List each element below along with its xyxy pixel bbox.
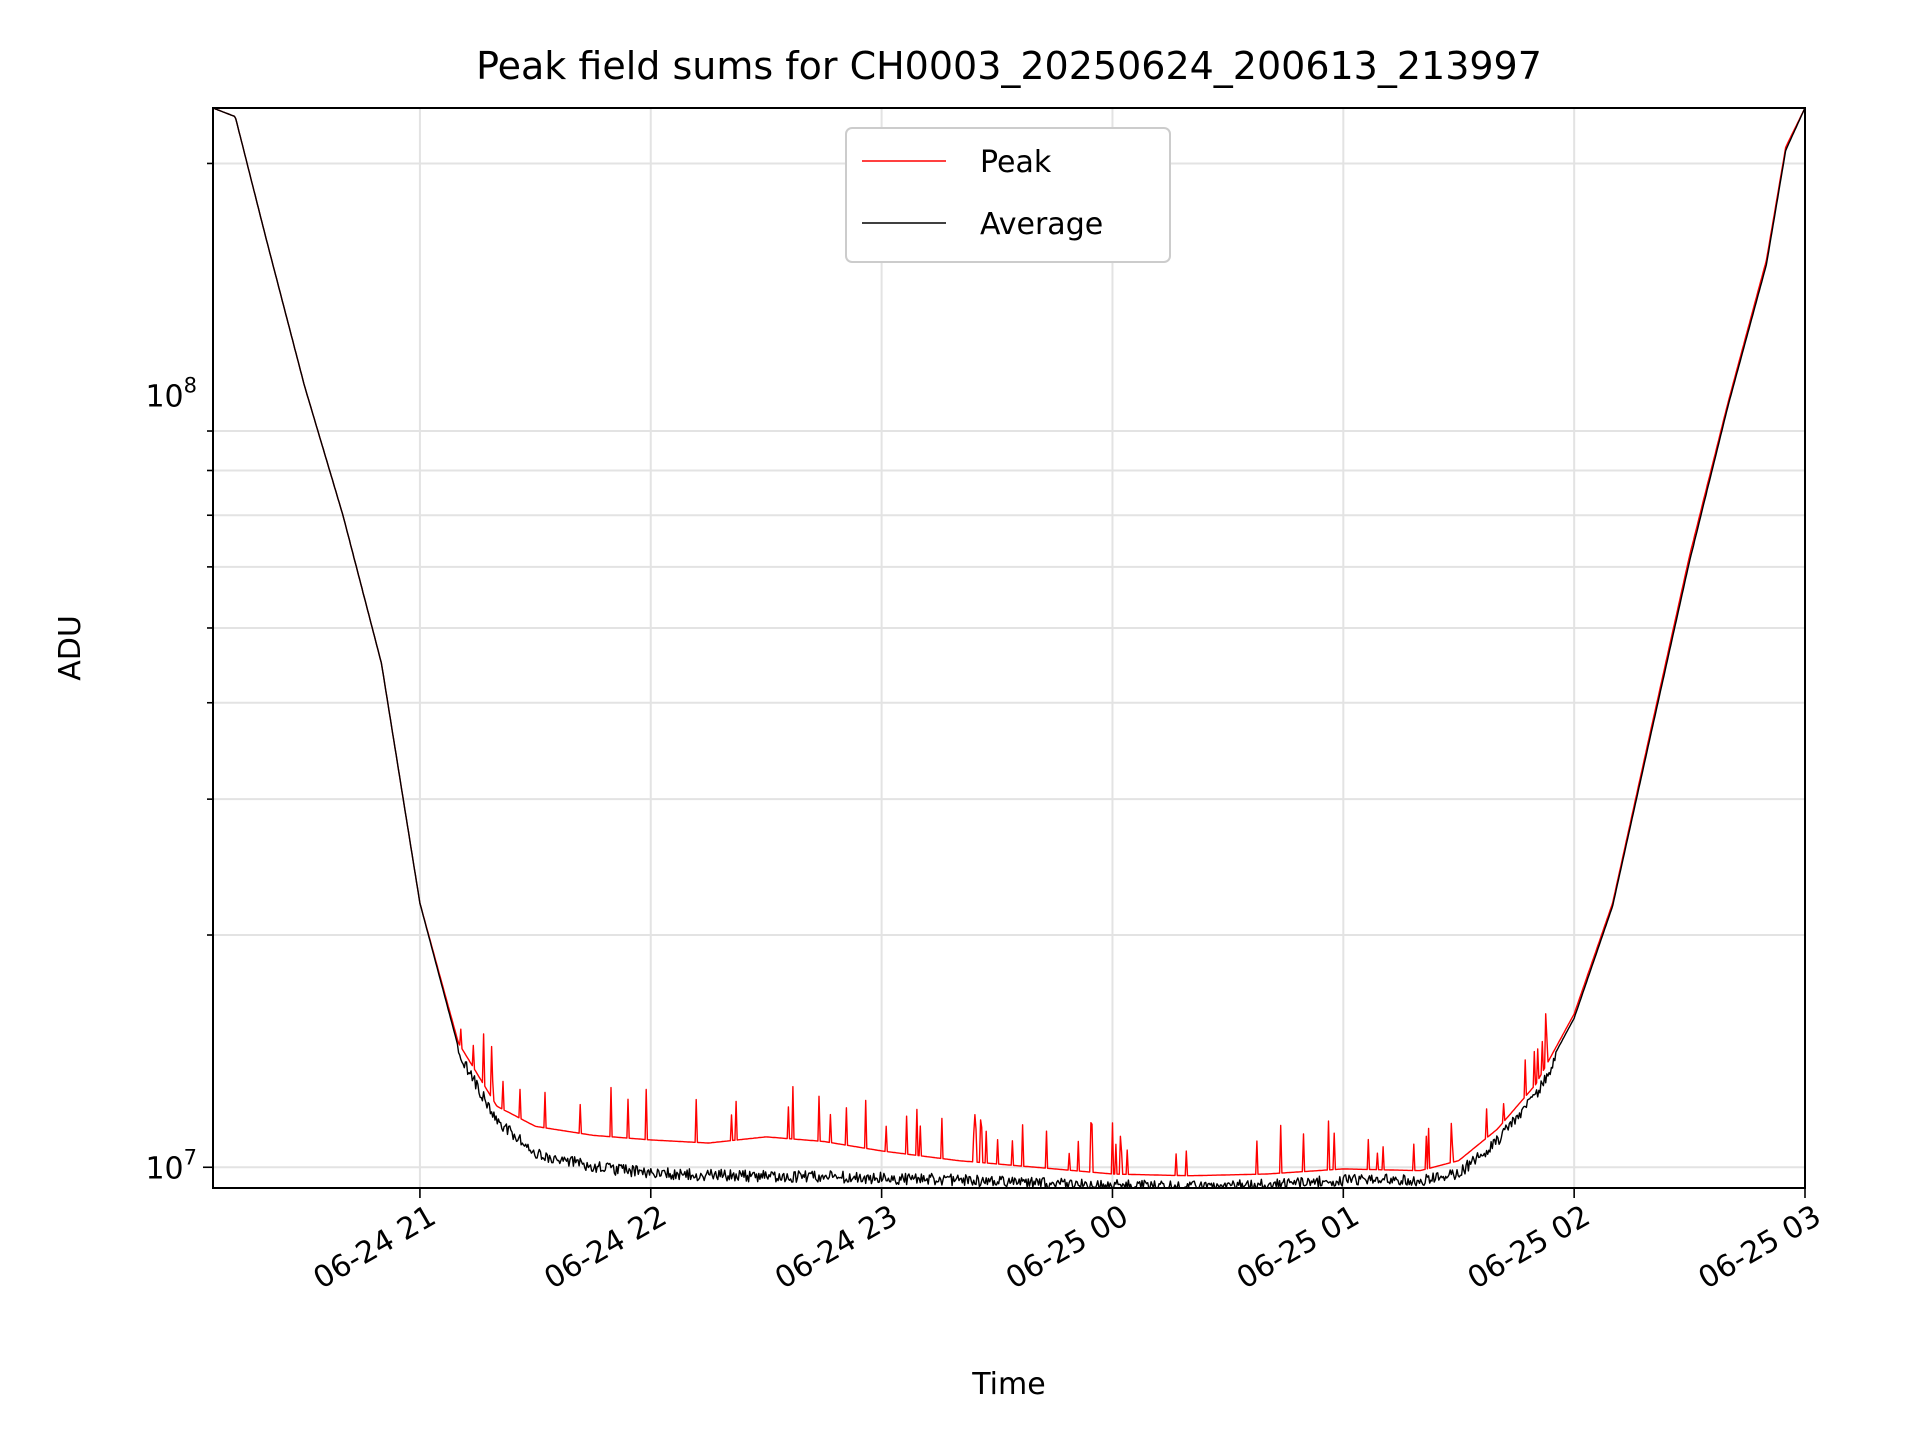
series-layer xyxy=(212,107,1806,1189)
x-axis-label: Time xyxy=(971,1367,1045,1402)
series-line-peak xyxy=(212,107,1806,1177)
chart-title: Peak field sums for CH0003_20250624_2006… xyxy=(476,44,1542,88)
y-tick-label: 108 xyxy=(145,374,197,415)
series-line-average xyxy=(212,107,1806,1189)
y-tick-label: 107 xyxy=(145,1145,197,1186)
y-axis-label: ADU xyxy=(53,615,88,681)
legend-label-average: Average xyxy=(980,207,1103,242)
legend: Peak Average xyxy=(845,127,1171,263)
legend-label-peak: Peak xyxy=(980,145,1052,180)
plot-frame xyxy=(212,107,1806,1189)
